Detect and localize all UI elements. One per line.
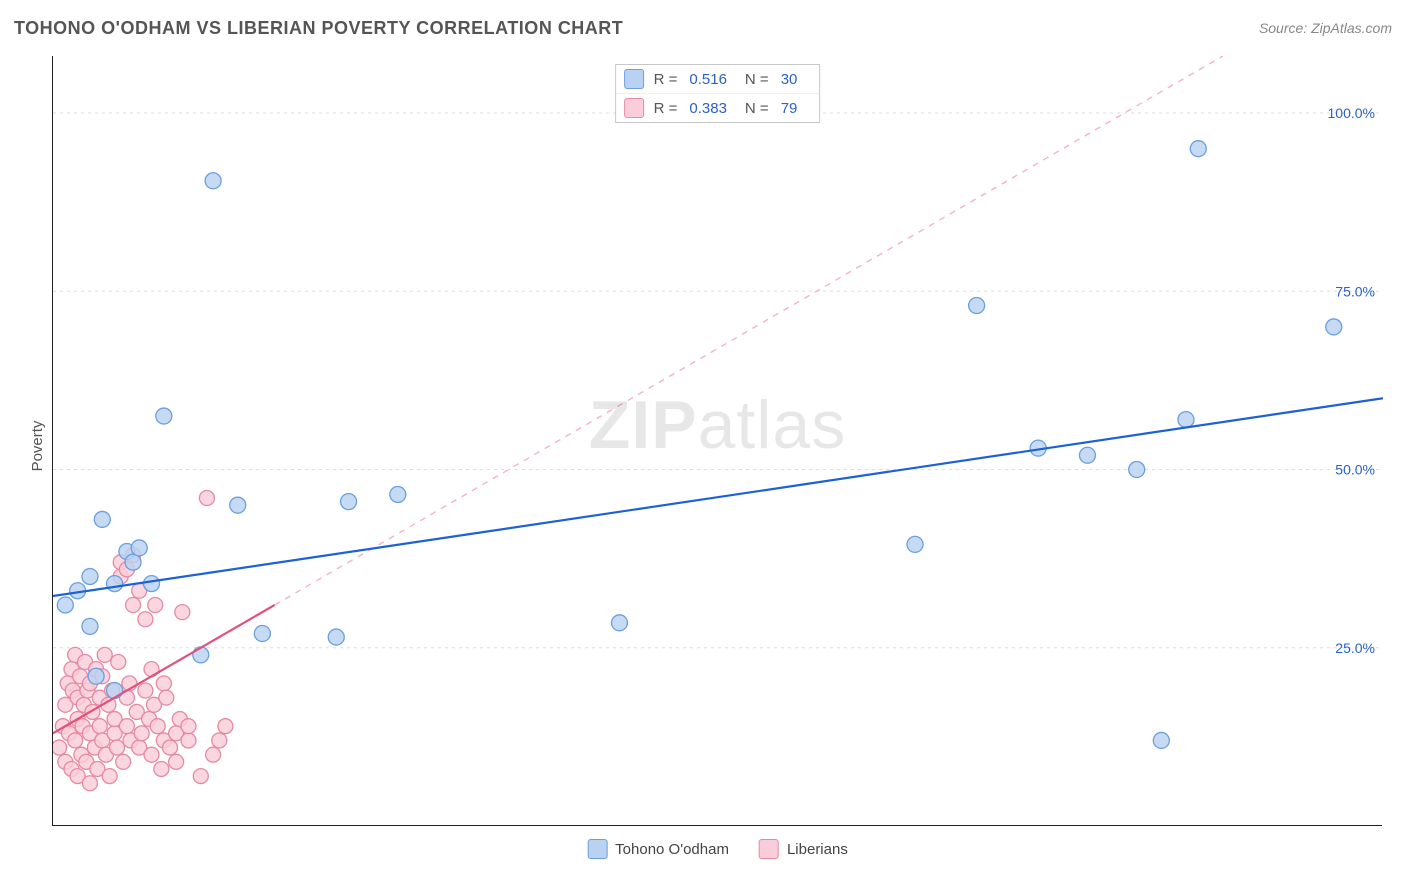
- n-label: N =: [745, 100, 769, 117]
- scatter-point: [107, 576, 123, 592]
- scatter-point: [193, 769, 208, 784]
- scatter-point: [148, 597, 163, 612]
- scatter-point: [102, 769, 117, 784]
- scatter-point: [144, 747, 159, 762]
- scatter-point: [107, 683, 123, 699]
- chart-container: TOHONO O'ODHAM VS LIBERIAN POVERTY CORRE…: [0, 0, 1406, 892]
- scatter-point: [150, 719, 165, 734]
- scatter-point: [125, 554, 141, 570]
- legend-swatch-icon: [624, 69, 644, 89]
- scatter-point: [134, 726, 149, 741]
- scatter-point: [212, 733, 227, 748]
- y-tick-label: 75.0%: [1335, 283, 1375, 299]
- scatter-point: [907, 536, 923, 552]
- scatter-point: [126, 597, 141, 612]
- scatter-point: [68, 733, 83, 748]
- stats-row: R = 0.383 N = 79: [616, 93, 820, 122]
- plot-svg: 25.0%50.0%75.0%100.0% 0.0%100.0%: [53, 56, 1383, 826]
- legend-item: Liberians: [759, 839, 848, 859]
- y-tick-label: 100.0%: [1328, 105, 1375, 121]
- n-label: N =: [745, 71, 769, 88]
- scatter-point: [156, 676, 171, 691]
- scatter-point: [88, 668, 104, 684]
- r-value: 0.383: [689, 100, 727, 117]
- scatter-point: [1153, 732, 1169, 748]
- scatter-point: [97, 647, 112, 662]
- scatter-point: [144, 576, 160, 592]
- scatter-point: [53, 740, 67, 755]
- scatter-point: [175, 605, 190, 620]
- bottom-legend: Tohono O'odham Liberians: [587, 839, 848, 859]
- scatter-point: [230, 497, 246, 513]
- scatter-point: [169, 754, 184, 769]
- scatter-point: [181, 733, 196, 748]
- scatter-point: [328, 629, 344, 645]
- scatter-point: [162, 740, 177, 755]
- r-label: R =: [654, 100, 678, 117]
- scatter-point: [193, 647, 209, 663]
- stats-row: R = 0.516 N = 30: [616, 65, 820, 93]
- legend-swatch-icon: [587, 839, 607, 859]
- r-value: 0.516: [689, 71, 727, 88]
- scatter-point: [159, 690, 174, 705]
- y-axis-label: Poverty: [29, 421, 46, 472]
- scatter-point: [611, 615, 627, 631]
- n-value: 79: [781, 100, 798, 117]
- scatter-point: [111, 655, 126, 670]
- scatter-point: [154, 761, 169, 776]
- trend-line: [53, 398, 1383, 598]
- scatter-point: [57, 597, 73, 613]
- scatter-point: [341, 494, 357, 510]
- scatter-point: [138, 683, 153, 698]
- legend-swatch-icon: [759, 839, 779, 859]
- source-label: Source: ZipAtlas.com: [1259, 20, 1392, 36]
- r-label: R =: [654, 71, 678, 88]
- scatter-point: [94, 511, 110, 527]
- scatter-point: [181, 719, 196, 734]
- title-bar: TOHONO O'ODHAM VS LIBERIAN POVERTY CORRE…: [14, 18, 1392, 48]
- stats-box: R = 0.516 N = 30 R = 0.383 N = 79: [615, 64, 821, 123]
- y-tick-label: 50.0%: [1335, 462, 1375, 478]
- scatter-point: [116, 754, 131, 769]
- scatter-point: [969, 298, 985, 314]
- scatter-point: [131, 540, 147, 556]
- legend-item: Tohono O'odham: [587, 839, 729, 859]
- scatter-point: [92, 719, 107, 734]
- scatter-point: [1129, 462, 1145, 478]
- scatter-point: [119, 719, 134, 734]
- trend-line: [275, 56, 1223, 605]
- scatter-point: [390, 486, 406, 502]
- chart-title: TOHONO O'ODHAM VS LIBERIAN POVERTY CORRE…: [14, 18, 623, 38]
- y-tick-label: 25.0%: [1335, 640, 1375, 656]
- legend-label: Liberians: [787, 841, 848, 858]
- scatter-point: [218, 719, 233, 734]
- scatter-point: [1178, 412, 1194, 428]
- scatter-point: [1326, 319, 1342, 335]
- scatter-point: [82, 776, 97, 791]
- scatter-point: [82, 568, 98, 584]
- legend-swatch-icon: [624, 98, 644, 118]
- scatter-point: [1079, 447, 1095, 463]
- scatter-point: [199, 491, 214, 506]
- n-value: 30: [781, 71, 798, 88]
- scatter-point: [110, 740, 125, 755]
- scatter-point: [156, 408, 172, 424]
- scatter-point: [205, 173, 221, 189]
- legend-label: Tohono O'odham: [615, 841, 729, 858]
- scatter-point: [254, 626, 270, 642]
- scatter-point: [206, 747, 221, 762]
- scatter-point: [138, 612, 153, 627]
- plot-area: 25.0%50.0%75.0%100.0% 0.0%100.0% ZIPatla…: [52, 56, 1382, 826]
- scatter-point: [1190, 141, 1206, 157]
- scatter-point: [82, 618, 98, 634]
